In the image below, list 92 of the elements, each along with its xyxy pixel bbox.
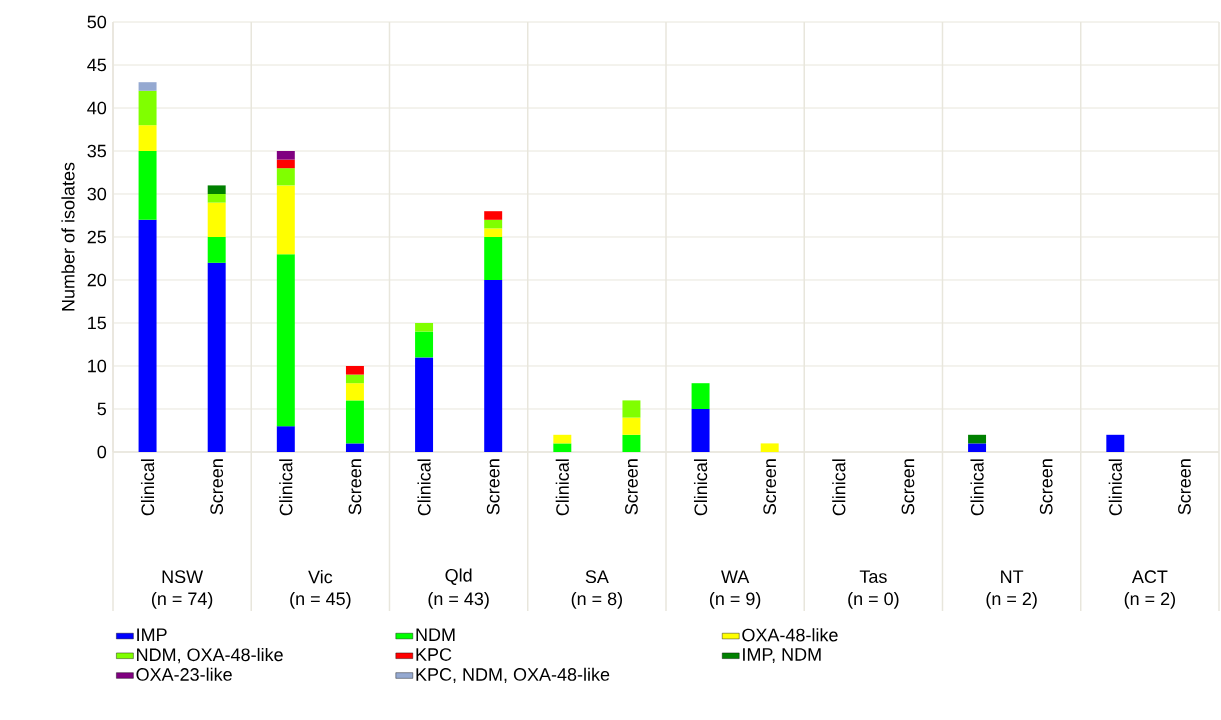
y-tick-label: 20	[87, 273, 107, 287]
bar	[968, 434, 987, 444]
x-tick-label: Clinical	[693, 459, 708, 516]
legend-label: IMP	[137, 628, 167, 641]
bar	[276, 151, 295, 160]
x-tick-label: Clinical	[417, 459, 431, 516]
bar	[276, 168, 295, 186]
bar	[138, 151, 157, 220]
bar	[968, 443, 987, 452]
bar	[415, 357, 434, 452]
y-tick-label: 5	[97, 402, 107, 416]
bar	[207, 262, 226, 452]
text: (n = 43)	[428, 591, 489, 609]
bar	[1106, 434, 1125, 452]
bar	[415, 323, 434, 332]
x-tick-label: Clinical	[555, 459, 569, 516]
x-tick-label: Clinical	[140, 459, 155, 516]
y-tick-label: 45	[87, 58, 107, 72]
bar	[207, 194, 226, 203]
text: Tas	[859, 570, 887, 583]
legend-label: IMP, NDM	[743, 648, 821, 663]
x-tick-label: Screen	[901, 459, 915, 515]
text: Qld	[445, 568, 472, 585]
text: (n = 8)	[571, 591, 622, 609]
x-tick-label: Clinical	[832, 459, 846, 516]
text: (n = 9)	[709, 591, 761, 609]
bar	[760, 443, 779, 452]
bar	[691, 409, 710, 452]
bar	[691, 383, 710, 409]
bar	[276, 254, 295, 427]
legend-label: KPC, NDM, OXA-48-like	[416, 667, 610, 683]
bar	[345, 374, 364, 384]
bar	[484, 211, 503, 220]
bar	[207, 237, 226, 263]
bar	[276, 426, 295, 452]
bar	[138, 90, 157, 126]
y-tick-label: 40	[87, 101, 107, 115]
y-tick-label: 0	[97, 445, 107, 459]
bar	[622, 400, 641, 418]
legend-label: OXA-23-like	[136, 667, 232, 681]
bar	[415, 331, 434, 358]
x-tick-label: Screen	[763, 459, 777, 515]
bar	[484, 237, 503, 280]
x-tick-label: Clinical	[279, 459, 293, 516]
y-tick-label: 10	[88, 359, 107, 373]
y-tick-label: 15	[88, 316, 107, 330]
text: (n = 74)	[151, 591, 213, 609]
bar	[207, 202, 226, 237]
text: (n = 2)	[1124, 591, 1175, 609]
bar	[553, 443, 572, 452]
x-tick-label: Screen	[1039, 459, 1053, 515]
bar	[345, 443, 364, 452]
x-tick-label: Screen	[625, 459, 638, 515]
text: NSW	[162, 570, 204, 584]
text: ACT	[1131, 570, 1168, 584]
x-tick-label: Screen	[1178, 459, 1191, 515]
x-tick-label: Screen	[348, 459, 362, 515]
text: NT	[1001, 570, 1024, 583]
bar	[138, 219, 157, 452]
bar	[484, 280, 503, 452]
x-tick-label: Clinical	[970, 459, 984, 516]
bar	[138, 82, 157, 91]
bar	[345, 400, 364, 444]
text: (n = 0)	[848, 591, 899, 609]
bar	[207, 185, 226, 194]
legend-label: KPC	[416, 648, 452, 661]
bar	[484, 219, 503, 229]
y-axis-title: Number of isolates	[61, 162, 75, 311]
bar	[553, 434, 572, 444]
bar	[484, 228, 503, 237]
bar	[345, 383, 364, 401]
bar	[276, 159, 295, 169]
bar	[276, 185, 295, 255]
text: Vic	[308, 570, 333, 584]
x-tick-label: Screen	[486, 459, 500, 515]
legend-label: NDM	[416, 628, 455, 641]
text: (n = 45)	[290, 591, 351, 609]
y-tick-label: 30	[87, 187, 107, 201]
text: WA	[721, 570, 750, 583]
y-tick-label: 50	[87, 15, 107, 29]
y-tick-label: 25	[87, 230, 107, 244]
x-tick-label: Screen	[210, 459, 224, 515]
bar	[622, 417, 641, 435]
bar	[622, 434, 641, 452]
bar	[138, 125, 157, 151]
x-tick-label: Clinical	[1108, 459, 1122, 516]
text: SA	[585, 570, 609, 584]
text: (n = 2)	[986, 591, 1037, 609]
legend-label: NDM, OXA-48-like	[137, 647, 283, 664]
y-tick-label: 35	[87, 144, 107, 158]
legend-label: OXA-48-like	[742, 628, 838, 642]
bar	[345, 366, 364, 375]
